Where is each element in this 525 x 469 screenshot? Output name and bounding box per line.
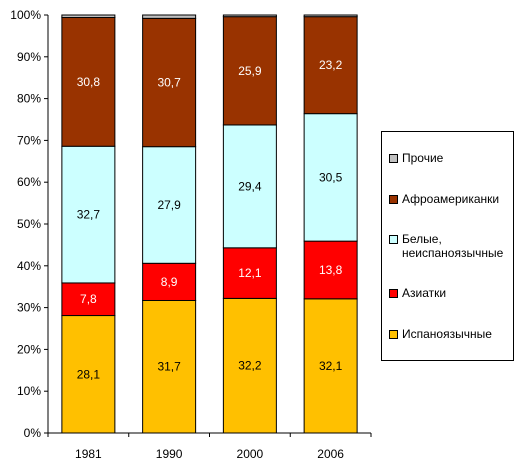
- bar-segment: [303, 14, 358, 18]
- bar-segment: [61, 282, 116, 317]
- legend-swatch: [389, 289, 398, 299]
- y-tick-label: 100%: [10, 8, 41, 22]
- data-label: 27,9: [157, 198, 181, 212]
- bar-segment: [303, 298, 358, 434]
- y-tick-label: 40%: [17, 259, 41, 273]
- data-label: 30,8: [77, 75, 101, 89]
- legend-item: Афроамериканки: [389, 192, 509, 206]
- bar-segment: [222, 16, 277, 126]
- legend-swatch: [389, 329, 398, 339]
- bar-segment: [142, 17, 197, 148]
- y-tick-label: 50%: [17, 217, 41, 231]
- data-label: 32,7: [77, 208, 101, 222]
- legend: Прочие Афроамериканки Белые, неиспаноязычн…: [381, 131, 514, 361]
- data-label: 7,8: [80, 292, 97, 306]
- bar-segment: [61, 145, 116, 284]
- data-label: 28,1: [77, 367, 101, 381]
- legend-item: Прочие: [389, 151, 509, 165]
- data-label: 30,5: [319, 170, 343, 184]
- bar-segment: [142, 262, 197, 301]
- legend-label: Прочие: [402, 151, 444, 166]
- data-label: 29,4: [238, 179, 262, 193]
- y-tick-label: 90%: [17, 50, 41, 64]
- data-label: 12,1: [238, 266, 262, 280]
- bar-segment: [222, 14, 277, 18]
- y-tick-label: 0%: [24, 426, 42, 440]
- y-tick-label: 20%: [17, 342, 41, 356]
- data-label: 23,2: [319, 58, 343, 72]
- bar-segment: [142, 299, 197, 434]
- data-label: 30,7: [157, 76, 181, 90]
- bar-segment: [303, 240, 358, 300]
- y-tick-label: 80%: [17, 92, 41, 106]
- legend-item: Азиатки: [389, 286, 509, 300]
- bar-segment: [303, 16, 358, 115]
- legend-swatch: [389, 154, 398, 164]
- y-tick-label: 60%: [17, 175, 41, 189]
- data-label: 8,9: [161, 275, 178, 289]
- legend-label: Азиатки: [402, 286, 447, 301]
- legend-label: Белые, неиспаноязычные: [402, 231, 504, 260]
- bar-segment: [303, 113, 358, 242]
- y-tick-label: 30%: [17, 301, 41, 315]
- legend-label: Испаноязычные: [402, 326, 492, 341]
- bar-segment: [142, 146, 197, 264]
- data-label: 32,1: [319, 359, 343, 373]
- x-tick-label: 1990: [156, 447, 183, 461]
- bar-segment: [61, 315, 116, 434]
- data-label: 13,8: [319, 263, 343, 277]
- y-tick-label: 10%: [17, 384, 41, 398]
- legend-swatch: [389, 234, 398, 244]
- bar-segment: [222, 247, 277, 299]
- bar-segment: [222, 124, 277, 249]
- x-tick-label: 1981: [75, 447, 102, 461]
- data-label: 25,9: [238, 64, 262, 78]
- data-label: 31,7: [157, 360, 181, 374]
- x-tick-label: 2000: [237, 447, 264, 461]
- bar-segment: [61, 14, 116, 19]
- y-tick-label: 70%: [17, 133, 41, 147]
- legend-item: Белые, неиспаноязычные: [389, 232, 509, 260]
- bar-segment: [142, 14, 197, 19]
- data-label: 32,2: [238, 359, 262, 373]
- bar-segment: [61, 17, 116, 147]
- legend-item: Испаноязычные: [389, 327, 509, 341]
- x-tick-label: 2006: [317, 447, 344, 461]
- legend-swatch: [389, 194, 398, 204]
- legend-label: Афроамериканки: [402, 191, 500, 206]
